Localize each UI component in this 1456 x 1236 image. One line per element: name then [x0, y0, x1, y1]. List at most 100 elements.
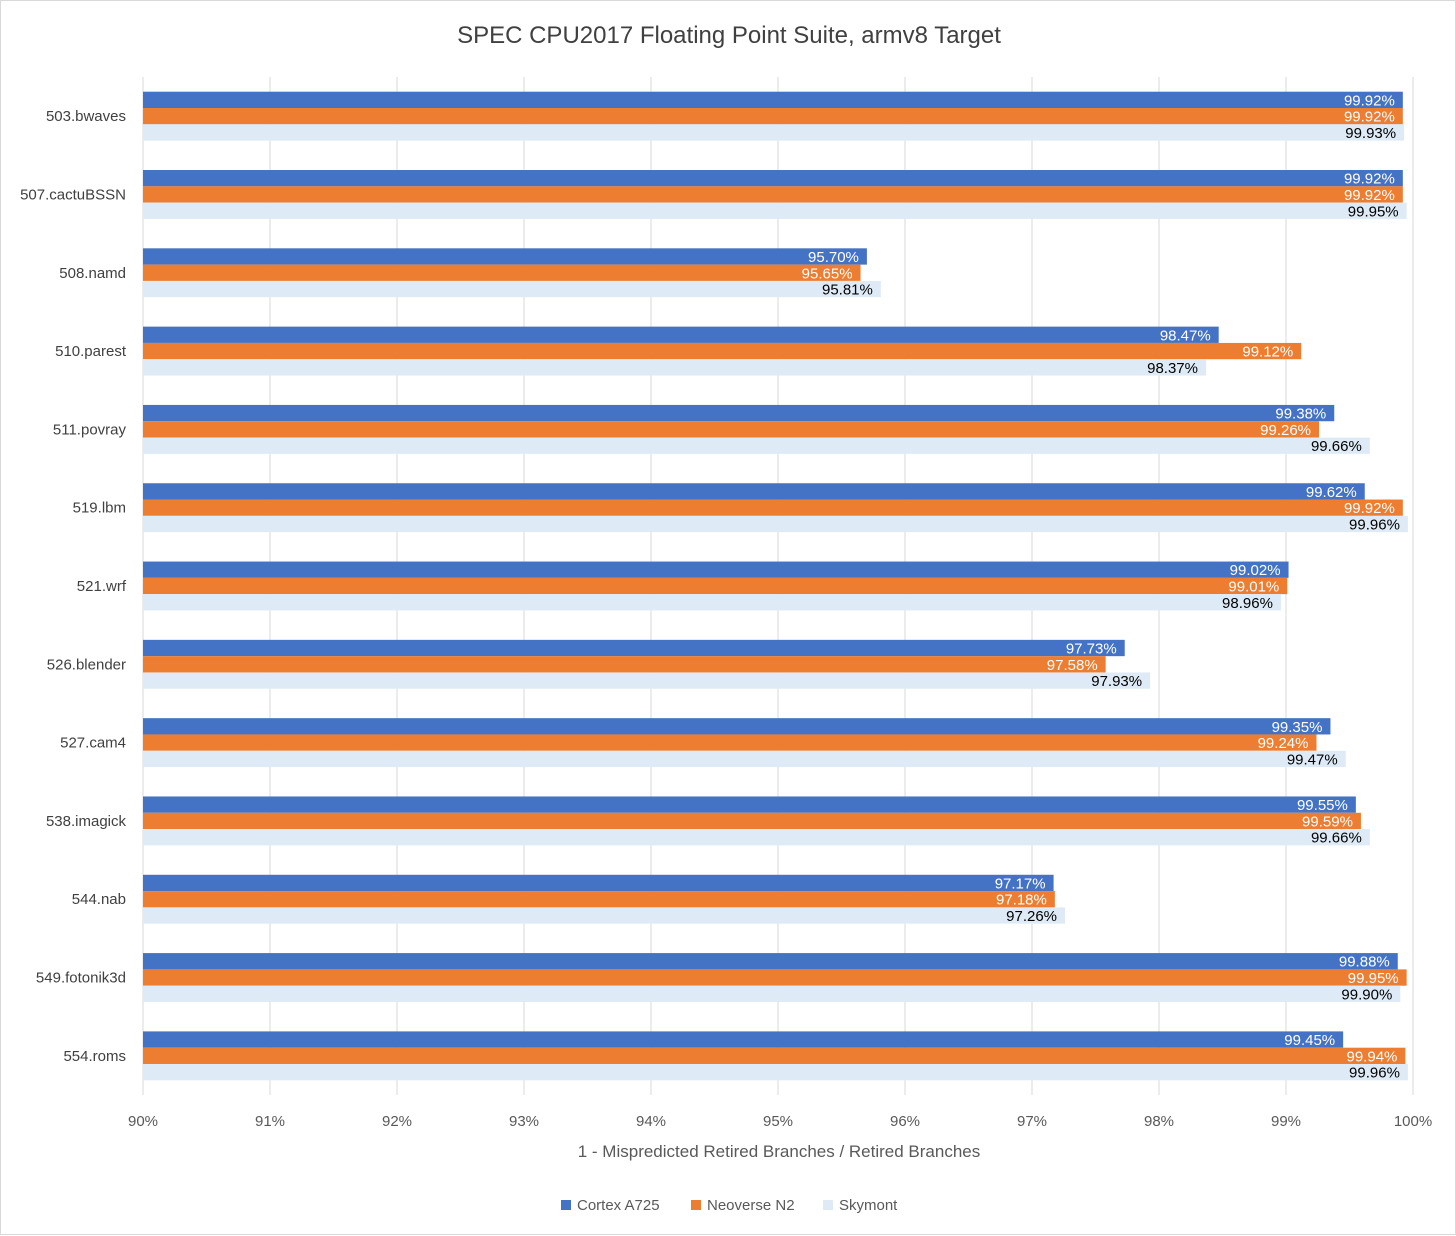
- x-tick-label: 98%: [1144, 1113, 1174, 1130]
- bar: [143, 404, 1335, 422]
- data-label: 99.35%: [1272, 719, 1323, 736]
- data-label: 99.62%: [1306, 484, 1357, 501]
- bar: [143, 202, 1407, 219]
- bar: [143, 326, 1219, 343]
- category-label: 503.bwaves: [46, 108, 126, 125]
- x-tick-label: 100%: [1394, 1113, 1432, 1130]
- data-label: 99.24%: [1258, 735, 1309, 752]
- bar: [143, 421, 1320, 438]
- bar: [143, 170, 1403, 187]
- category-labels: 503.bwaves 507.cactuBSSN 508.namd 510.pares…: [20, 108, 127, 1065]
- legend-label: Neoverse N2: [707, 1197, 795, 1214]
- data-label: 99.96%: [1349, 516, 1400, 533]
- bar: [143, 280, 881, 298]
- x-tick-label: 90%: [128, 1113, 158, 1130]
- data-label: 99.38%: [1275, 406, 1326, 423]
- x-tick-label: 96%: [890, 1113, 920, 1130]
- bar: [143, 499, 1403, 516]
- legend-swatch: [691, 1200, 701, 1210]
- data-label: 99.94%: [1347, 1048, 1398, 1065]
- category-label: 549.fotonik3d: [36, 970, 126, 987]
- data-label: 99.96%: [1349, 1065, 1400, 1082]
- category-label: 511.povray: [53, 421, 127, 438]
- bar: [143, 561, 1289, 578]
- bar: [143, 985, 1401, 1002]
- data-label: 99.95%: [1348, 970, 1399, 987]
- legend-label: Cortex A725: [577, 1197, 660, 1214]
- bar: [143, 829, 1370, 846]
- bar: [143, 264, 861, 281]
- data-label: 95.65%: [802, 265, 853, 282]
- data-label: 99.59%: [1302, 813, 1353, 830]
- bar: [143, 515, 1408, 533]
- category-label: 507.cactuBSSN: [20, 186, 126, 203]
- data-label: 99.92%: [1344, 171, 1395, 188]
- legend-label: Skymont: [839, 1197, 898, 1214]
- bar: [143, 594, 1281, 611]
- data-label: 99.92%: [1344, 187, 1395, 204]
- data-label: 99.66%: [1311, 830, 1362, 847]
- data-label: 99.66%: [1311, 438, 1362, 455]
- bar: [143, 718, 1331, 735]
- data-label: 97.73%: [1066, 641, 1117, 658]
- bar: [143, 91, 1403, 109]
- data-label: 99.55%: [1297, 797, 1348, 814]
- data-labels: 99.92%99.92%99.93%99.92%99.92%99.95%95.7…: [802, 92, 1400, 1081]
- bar: [143, 1047, 1406, 1064]
- x-tick-label: 91%: [255, 1113, 285, 1130]
- bar: [143, 483, 1365, 500]
- data-label: 99.26%: [1260, 422, 1311, 439]
- data-label: 99.93%: [1345, 125, 1396, 142]
- x-tick-label: 94%: [636, 1113, 666, 1130]
- data-label: 97.18%: [996, 892, 1047, 909]
- data-label: 99.45%: [1284, 1032, 1335, 1049]
- bar: [143, 577, 1288, 595]
- data-label: 99.12%: [1242, 344, 1293, 361]
- data-label: 98.47%: [1160, 327, 1211, 344]
- category-label: 510.parest: [55, 343, 127, 360]
- bar: [143, 672, 1151, 689]
- x-tick-label: 99%: [1271, 1113, 1301, 1130]
- data-label: 99.90%: [1341, 986, 1392, 1003]
- data-label: 98.96%: [1222, 595, 1273, 612]
- bar: [143, 1063, 1408, 1081]
- category-label: 554.roms: [63, 1048, 126, 1065]
- data-label: 99.92%: [1344, 92, 1395, 109]
- bar: [143, 124, 1405, 141]
- bar: [143, 186, 1403, 203]
- data-label: 97.93%: [1091, 673, 1142, 690]
- bar: [143, 907, 1066, 924]
- data-label: 99.92%: [1344, 500, 1395, 517]
- data-label: 95.70%: [808, 249, 859, 266]
- data-label: 95.81%: [822, 282, 873, 299]
- data-label: 98.37%: [1147, 360, 1198, 377]
- bar: [143, 750, 1346, 768]
- x-tick-labels: 90% 91% 92% 93% 94% 95% 96% 97% 98% 99% 100%: [128, 1113, 1432, 1130]
- category-label: 508.namd: [59, 265, 126, 282]
- category-label: 521.wrf: [77, 578, 127, 595]
- legend-swatch: [823, 1200, 833, 1210]
- bar: [143, 812, 1361, 830]
- bar: [143, 969, 1407, 986]
- data-label: 97.58%: [1047, 657, 1098, 674]
- chart-title: SPEC CPU2017 Floating Point Suite, armv8…: [457, 22, 1001, 49]
- category-label: 544.nab: [72, 891, 126, 908]
- bar: [143, 874, 1054, 892]
- data-label: 99.02%: [1230, 562, 1281, 579]
- data-label: 99.92%: [1344, 109, 1395, 126]
- data-label: 99.95%: [1348, 203, 1399, 220]
- bar: [143, 248, 867, 265]
- data-label: 99.88%: [1339, 954, 1390, 971]
- bar: [143, 734, 1317, 751]
- category-label: 527.cam4: [60, 735, 126, 752]
- bars: [143, 91, 1408, 1081]
- x-axis-title: 1 - Mispredicted Retired Branches / Reti…: [578, 1142, 981, 1161]
- bar: [143, 796, 1356, 813]
- legend-swatch: [561, 1200, 571, 1210]
- legend: Cortex A725 Neoverse N2 Skymont: [561, 1197, 898, 1214]
- bar: [143, 656, 1106, 673]
- data-label: 99.01%: [1228, 579, 1279, 596]
- x-tick-label: 95%: [763, 1113, 793, 1130]
